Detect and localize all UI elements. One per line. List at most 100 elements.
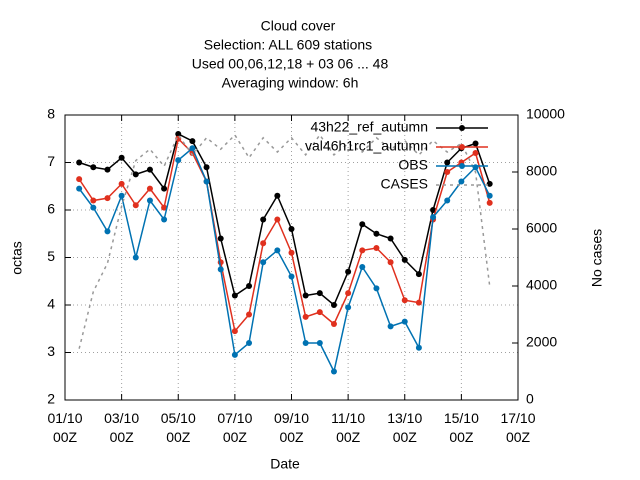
x-tick-label: 05/10 00Z	[161, 410, 196, 445]
chart-subtitle: Used 00,06,12,18 + 03 06 ... 48	[192, 56, 389, 72]
point	[373, 285, 380, 292]
point	[415, 344, 422, 351]
point	[146, 197, 153, 204]
point	[430, 207, 437, 213]
point	[486, 180, 493, 187]
point	[359, 221, 366, 228]
y-tick-label: 8	[47, 106, 55, 122]
point	[288, 249, 295, 256]
point	[146, 185, 153, 192]
point	[288, 226, 295, 232]
x-tick-label: 15/10 00Z	[444, 410, 479, 445]
chart-title: Cloud cover	[261, 18, 336, 34]
y-tick-label: 2	[47, 391, 55, 407]
y-tick-label: 3	[47, 343, 55, 359]
point	[345, 304, 352, 311]
point	[90, 197, 97, 204]
point	[260, 259, 267, 266]
x-tick-label: 13/10 00Z	[387, 410, 422, 445]
legend-label: 43h22_ref_autumn	[310, 119, 428, 135]
y2-tick-label: 8000	[526, 163, 557, 179]
x-axis-label: Date	[270, 456, 300, 472]
y2-tick-label: 10000	[526, 106, 565, 122]
point	[302, 313, 309, 320]
point	[458, 178, 465, 185]
point	[330, 321, 337, 327]
point	[316, 340, 323, 346]
series-line	[78, 147, 491, 374]
point	[175, 131, 182, 137]
point	[373, 245, 380, 251]
point	[203, 178, 210, 185]
point	[330, 302, 337, 308]
point	[161, 216, 168, 223]
point	[486, 199, 493, 206]
point	[444, 197, 451, 204]
y-tick-label: 7	[47, 153, 55, 169]
point	[132, 254, 139, 261]
legend-label: val46h1rc1_autumn	[305, 138, 428, 154]
point	[401, 318, 408, 325]
legend-marker	[459, 144, 465, 150]
point	[274, 192, 281, 199]
point	[415, 271, 422, 278]
point	[387, 323, 394, 330]
point	[161, 204, 168, 211]
point	[231, 328, 238, 335]
point	[302, 292, 309, 299]
point	[359, 247, 366, 254]
point	[104, 195, 111, 202]
x-tick-label: 07/10 00Z	[217, 410, 252, 445]
point	[104, 166, 111, 173]
point	[330, 368, 337, 375]
point	[118, 180, 125, 187]
plot-frame	[64, 114, 519, 401]
point	[231, 351, 238, 358]
point	[401, 297, 408, 304]
series-line	[78, 137, 491, 333]
chart-subtitle: Selection: ALL 609 stations	[204, 37, 372, 53]
point	[472, 150, 479, 156]
point	[373, 230, 380, 237]
point	[288, 273, 295, 280]
x-tick-label: 01/10 00Z	[47, 410, 82, 445]
point	[359, 264, 366, 270]
point	[90, 204, 97, 211]
point	[444, 169, 451, 175]
point	[387, 259, 394, 266]
point	[345, 268, 352, 275]
point	[246, 283, 253, 289]
point	[486, 192, 493, 199]
point	[132, 171, 139, 178]
point	[387, 235, 394, 242]
legend-marker	[459, 163, 465, 169]
point	[316, 290, 323, 297]
point	[430, 214, 437, 221]
point	[274, 247, 281, 254]
y2-tick-label: 0	[526, 391, 534, 407]
y2-tick-label: 4000	[526, 277, 557, 293]
point	[175, 157, 182, 164]
series-line	[78, 133, 491, 349]
legend-marker	[459, 125, 465, 131]
point	[316, 309, 323, 316]
point	[203, 164, 210, 171]
x-tick-label: 17/10 00Z	[500, 410, 535, 445]
point	[76, 176, 83, 183]
point	[76, 185, 83, 192]
point	[76, 159, 83, 166]
point	[345, 290, 352, 297]
point	[302, 340, 309, 346]
point	[189, 145, 196, 152]
point	[118, 192, 125, 199]
point	[104, 228, 111, 235]
point	[415, 299, 422, 306]
point	[274, 216, 281, 223]
point	[260, 240, 267, 247]
point	[401, 256, 408, 263]
point	[472, 164, 479, 171]
point	[146, 166, 153, 173]
point	[472, 140, 479, 147]
y2-axis-label: No cases	[589, 229, 605, 287]
legend-label: CASES	[381, 176, 428, 192]
